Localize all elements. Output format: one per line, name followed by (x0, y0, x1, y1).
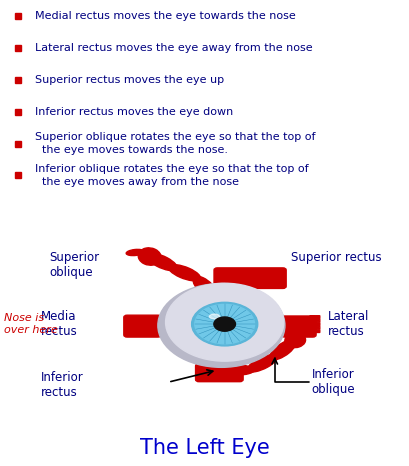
Ellipse shape (284, 333, 305, 348)
FancyBboxPatch shape (309, 330, 319, 332)
Ellipse shape (193, 276, 216, 298)
Text: Inferior rectus moves the eye down: Inferior rectus moves the eye down (35, 107, 233, 117)
Ellipse shape (269, 340, 295, 360)
Text: The Left Eye: The Left Eye (140, 438, 269, 458)
Circle shape (194, 304, 254, 344)
Circle shape (165, 283, 283, 361)
Text: Media
rectus: Media rectus (41, 310, 78, 338)
Circle shape (213, 317, 235, 331)
Text: Superior oblique rotates the eye so that the top of
  the eye moves towards the : Superior oblique rotates the eye so that… (35, 132, 315, 155)
Text: Medial rectus moves the eye towards the nose: Medial rectus moves the eye towards the … (35, 11, 295, 21)
Text: Superior
oblique: Superior oblique (49, 251, 99, 279)
Text: Lateral rectus moves the eye away from the nose: Lateral rectus moves the eye away from t… (35, 43, 312, 53)
FancyBboxPatch shape (309, 323, 319, 325)
Text: Inferior
oblique: Inferior oblique (311, 368, 354, 396)
FancyBboxPatch shape (281, 316, 315, 337)
Ellipse shape (247, 355, 277, 372)
Ellipse shape (168, 265, 200, 281)
Circle shape (191, 302, 257, 346)
Text: Superior rectus: Superior rectus (290, 251, 381, 264)
FancyBboxPatch shape (124, 315, 161, 337)
Ellipse shape (138, 248, 161, 265)
Text: Superior rectus moves the eye up: Superior rectus moves the eye up (35, 75, 223, 85)
Text: Inferior
rectus: Inferior rectus (41, 371, 83, 399)
FancyBboxPatch shape (213, 268, 285, 288)
Ellipse shape (146, 253, 177, 271)
Text: Nose is
over here: Nose is over here (4, 313, 58, 335)
Text: Inferior oblique rotates the eye so that the top of
  the eye moves away from th: Inferior oblique rotates the eye so that… (35, 164, 308, 186)
FancyBboxPatch shape (309, 319, 319, 322)
Circle shape (157, 283, 284, 367)
FancyBboxPatch shape (309, 326, 319, 329)
Ellipse shape (126, 249, 144, 255)
FancyBboxPatch shape (309, 316, 319, 318)
Text: Lateral
rectus: Lateral rectus (327, 310, 369, 338)
Ellipse shape (217, 365, 254, 375)
Ellipse shape (209, 314, 219, 319)
FancyBboxPatch shape (195, 364, 243, 382)
